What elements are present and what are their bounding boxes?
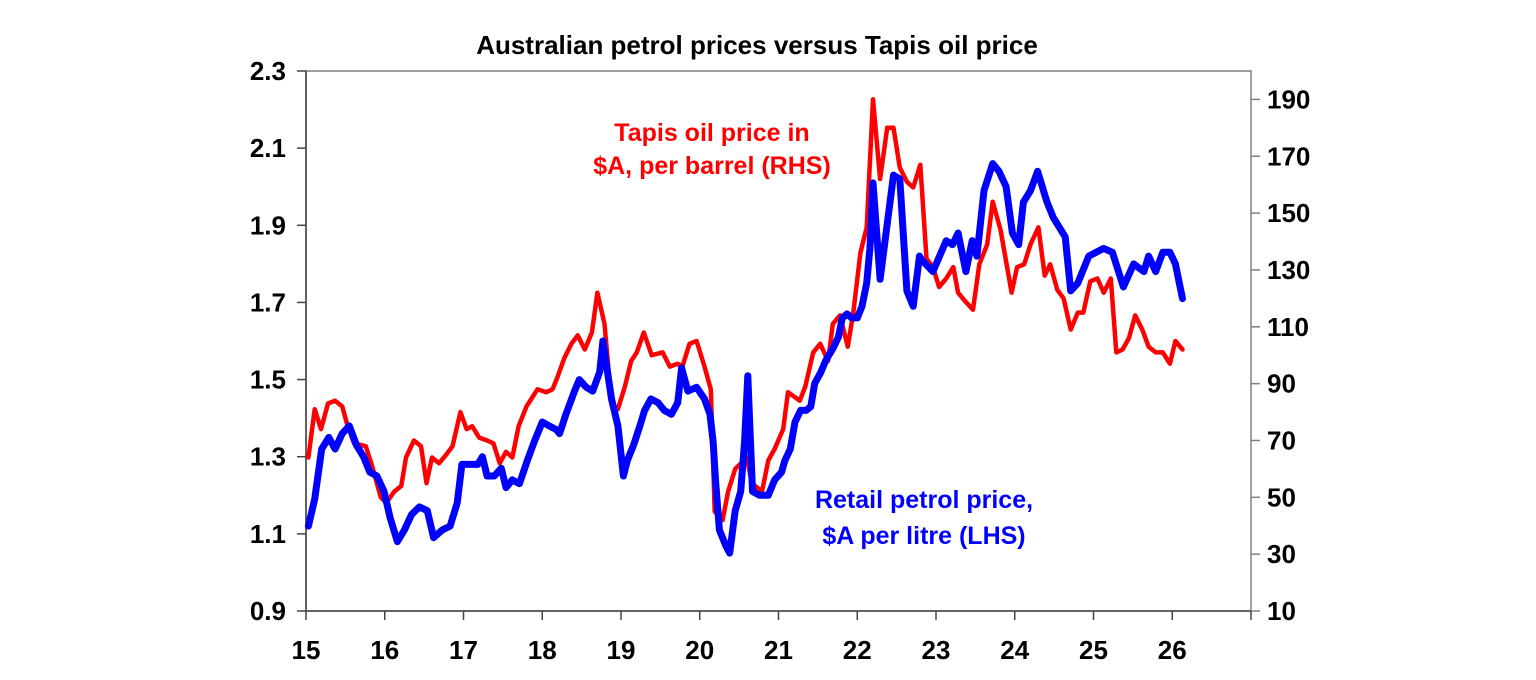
x-tick-label: 17	[449, 635, 478, 665]
right-tick-label: 50	[1267, 482, 1296, 512]
petrol-annotation-line-1: Retail petrol price,	[815, 486, 1033, 514]
axes: 0.9 1.1 1.3 1.5 1.7 1.9 2.1 2.3 10 30 50 70 90 110 130…	[250, 56, 1311, 665]
right-tick-label: 10	[1267, 596, 1296, 626]
series-layer	[304, 97, 1186, 557]
left-tick-label: 0.9	[250, 596, 286, 626]
left-tick-label: 1.9	[250, 210, 286, 240]
left-tick-label: 1.5	[250, 365, 286, 395]
x-tick-label: 24	[1000, 635, 1029, 665]
right-tick-label: 30	[1267, 539, 1296, 569]
x-tick-label: 16	[370, 635, 399, 665]
left-tick-label: 2.1	[250, 133, 286, 163]
x-tick-label: 23	[922, 635, 951, 665]
x-tick-label: 15	[292, 635, 321, 665]
chart-title: Australian petrol prices versus Tapis oi…	[476, 30, 1038, 60]
right-tick-label: 130	[1267, 255, 1310, 285]
x-tick-label: 18	[528, 635, 557, 665]
right-tick-label: 170	[1267, 141, 1310, 171]
petrol-annotation-line-2: $A per litre (LHS)	[822, 522, 1025, 550]
x-tick-label: 26	[1158, 635, 1187, 665]
oil-annotation-line-2: $A, per barrel (RHS)	[593, 152, 831, 180]
oil-annotation-line-1: Tapis oil price in	[614, 119, 809, 147]
x-tick-label: 21	[764, 635, 793, 665]
right-tick-label: 110	[1267, 312, 1309, 342]
petrol-price-line	[304, 160, 1186, 557]
right-tick-label: 90	[1267, 369, 1296, 399]
x-tick-label: 19	[607, 635, 636, 665]
left-tick-label: 2.3	[250, 56, 286, 86]
right-tick-label: 70	[1267, 425, 1296, 455]
x-tick-label: 20	[685, 635, 714, 665]
left-tick-label: 1.1	[250, 519, 286, 549]
x-tick-label: 22	[843, 635, 872, 665]
right-tick-label: 190	[1267, 84, 1310, 114]
left-tick-label: 1.7	[250, 287, 286, 317]
left-tick-label: 1.3	[250, 442, 286, 472]
right-tick-label: 150	[1267, 198, 1310, 228]
x-tick-label: 25	[1079, 635, 1108, 665]
